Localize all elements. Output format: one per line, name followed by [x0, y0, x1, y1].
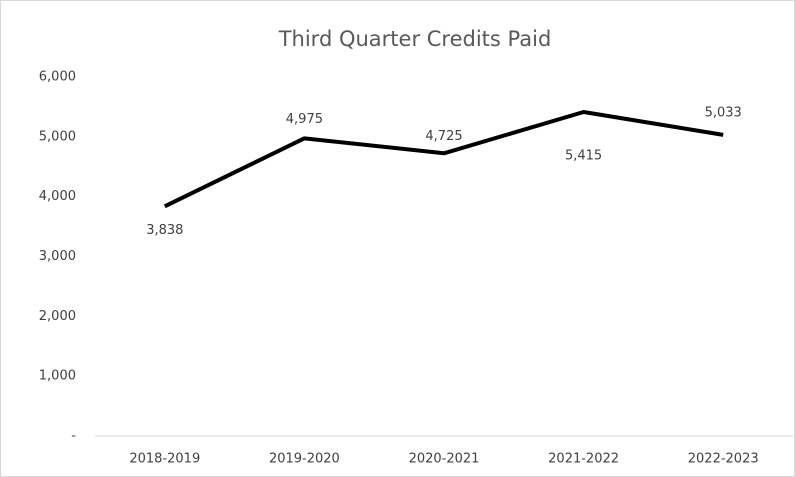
y-tick-label: 6,000 — [39, 70, 76, 85]
x-tick-label: 2018-2019 — [129, 452, 200, 467]
data-label: 5,415 — [565, 149, 602, 164]
y-tick-label: 3,000 — [39, 249, 76, 264]
y-tick-label: 4,000 — [39, 189, 76, 204]
chart-title: Third Quarter Credits Paid — [278, 27, 552, 51]
line-series — [163, 110, 724, 209]
x-tick-label: 2019-2020 — [269, 452, 340, 467]
y-tick-label: 5,000 — [39, 129, 76, 144]
y-tick-label: - — [71, 429, 76, 444]
data-label: 4,975 — [286, 112, 323, 127]
data-label: 3,838 — [146, 223, 183, 238]
data-label: 4,725 — [425, 129, 462, 144]
y-tick-label: 2,000 — [39, 309, 76, 324]
x-tick-label: 2020-2021 — [409, 452, 480, 467]
x-tick-label: 2021-2022 — [548, 452, 619, 467]
y-tick-label: 1,000 — [39, 369, 76, 384]
x-tick-label: 2022-2023 — [688, 452, 759, 467]
data-label: 5,033 — [705, 105, 742, 120]
